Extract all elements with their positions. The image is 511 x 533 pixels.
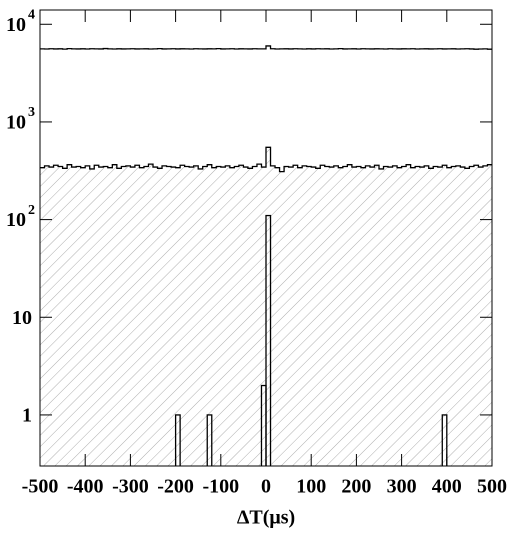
histogram-line <box>40 146 492 173</box>
plot-area <box>40 45 492 466</box>
x-tick-label: 300 <box>387 476 417 498</box>
histogram-bar <box>174 414 181 466</box>
x-tick-label: -500 <box>22 476 59 498</box>
y-tick-label: 10 <box>12 307 32 329</box>
x-tick-label: 200 <box>341 476 371 498</box>
x-tick-label: -100 <box>202 476 239 498</box>
y-tick-exponent: 3 <box>28 105 35 120</box>
histogram-bar <box>265 214 272 466</box>
y-tick-label: 10 <box>6 14 26 36</box>
x-tick-label: 100 <box>296 476 326 498</box>
x-tick-label: 500 <box>477 476 507 498</box>
y-tick-exponent: 4 <box>28 7 35 22</box>
histogram-bar <box>441 414 448 466</box>
histogram-bar <box>206 414 213 466</box>
y-tick-label: 10 <box>6 112 26 134</box>
x-axis-label: ΔT(μs) <box>237 507 295 529</box>
y-tick-exponent: 2 <box>28 203 35 218</box>
x-tick-label: -400 <box>67 476 104 498</box>
y-tick-label: 1 <box>22 405 32 427</box>
x-tick-label: -300 <box>112 476 149 498</box>
x-tick-label: 400 <box>432 476 462 498</box>
y-tick-label: 10 <box>6 209 26 231</box>
x-tick-label: -200 <box>157 476 194 498</box>
x-tick-label: 0 <box>261 476 271 498</box>
histogram-line <box>40 45 492 50</box>
